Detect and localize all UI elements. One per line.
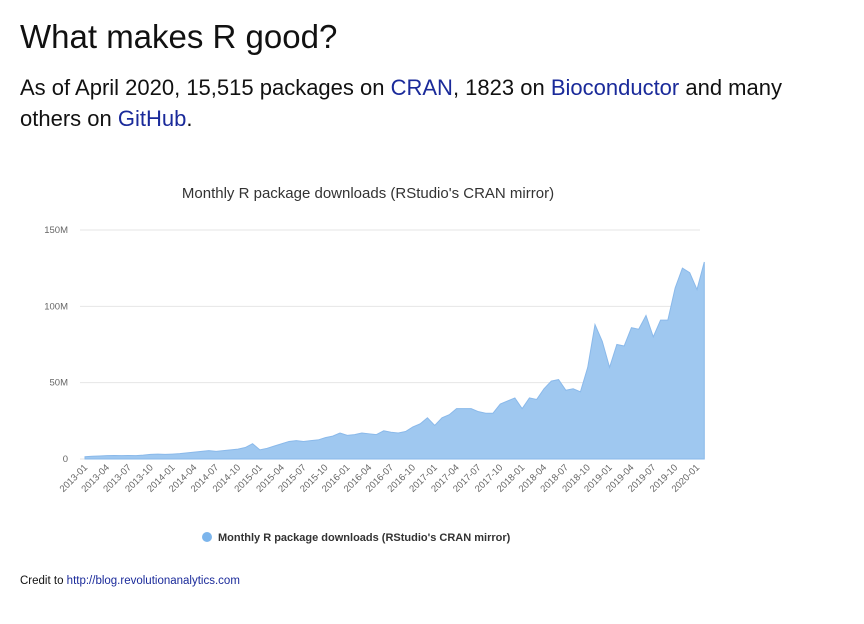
credit: Credit to http://blog.revolutionanalytic…: [20, 575, 240, 587]
link[interactable]: GitHub: [117, 106, 187, 131]
y-tick-label: 150M: [44, 225, 68, 236]
link[interactable]: Bioconductor: [550, 75, 680, 100]
slide-body: As of April 2020, 15,515 packages on CRA…: [20, 72, 820, 134]
text: and many others on: [20, 75, 782, 131]
link[interactable]: CRAN: [390, 75, 453, 100]
text: As of April 2020, 15,515 packages on: [20, 75, 391, 100]
area: [84, 261, 705, 460]
text: , 1823 on: [452, 75, 551, 100]
y-tick-label: 50M: [50, 378, 69, 389]
chart: Monthly R package downloads (RStudio's C…: [44, 185, 705, 544]
slide-title: What makes R good?: [20, 18, 338, 55]
y-tick-label: 100M: [44, 301, 68, 312]
y-tick-label: 0: [63, 454, 68, 465]
legend-marker: [202, 532, 212, 542]
legend-label: Monthly R package downloads (RStudio's C…: [218, 532, 511, 544]
link[interactable]: http://blog.revolutionanalytics.com: [66, 575, 240, 587]
chart-title: Monthly R package downloads (RStudio's C…: [182, 185, 554, 202]
text: Credit to: [20, 575, 67, 587]
text: .: [186, 106, 193, 131]
